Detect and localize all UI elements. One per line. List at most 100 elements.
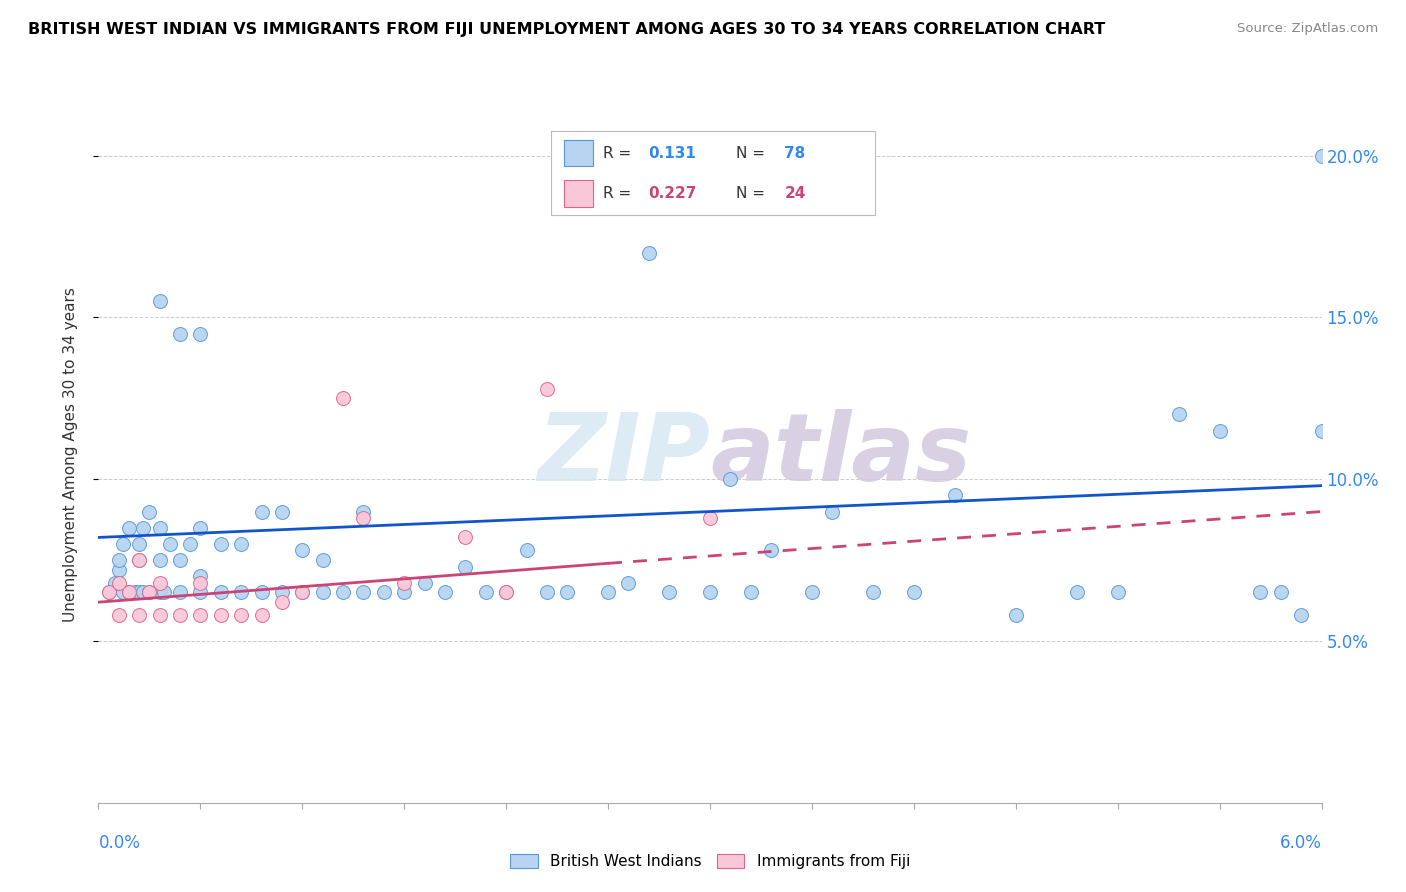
Point — [149, 575, 172, 590]
Point — [821, 504, 844, 518]
Text: BRITISH WEST INDIAN VS IMMIGRANTS FROM FIJI UNEMPLOYMENT AMONG AGES 30 TO 34 YEA: BRITISH WEST INDIAN VS IMMIGRANTS FROM F… — [28, 22, 1105, 37]
Point — [188, 608, 212, 623]
Text: 0.0%: 0.0% — [98, 834, 141, 852]
Point — [188, 569, 212, 583]
Point — [188, 585, 212, 599]
Point — [699, 511, 721, 525]
Point — [536, 382, 558, 396]
Point — [231, 608, 253, 623]
Point — [617, 575, 640, 590]
Point — [413, 575, 436, 590]
Point — [291, 585, 314, 599]
Point — [291, 543, 314, 558]
Point — [943, 488, 966, 502]
Point — [169, 608, 191, 623]
Point — [132, 521, 155, 535]
Point — [250, 585, 273, 599]
Point — [108, 553, 131, 567]
Point — [209, 608, 232, 623]
Point — [270, 585, 292, 599]
Point — [111, 537, 134, 551]
Point — [311, 553, 335, 567]
Text: Source: ZipAtlas.com: Source: ZipAtlas.com — [1237, 22, 1378, 36]
Point — [637, 245, 661, 260]
Point — [152, 585, 174, 599]
Point — [128, 585, 150, 599]
Point — [138, 504, 160, 518]
Point — [761, 543, 783, 558]
Point — [270, 504, 292, 518]
Point — [699, 585, 721, 599]
Point — [111, 585, 134, 599]
Point — [352, 504, 374, 518]
Point — [118, 521, 141, 535]
Point — [250, 608, 273, 623]
Point — [454, 531, 477, 545]
Point — [352, 585, 374, 599]
Point — [149, 553, 172, 567]
Point — [138, 585, 160, 599]
Point — [801, 585, 824, 599]
Point — [718, 472, 742, 486]
Point — [1310, 148, 1333, 162]
Point — [1270, 585, 1292, 599]
Point — [132, 585, 155, 599]
Point — [392, 575, 416, 590]
Point — [231, 585, 253, 599]
Point — [495, 585, 517, 599]
Point — [179, 537, 201, 551]
Point — [291, 585, 314, 599]
Point — [188, 326, 212, 341]
Point — [108, 575, 131, 590]
Point — [1208, 424, 1232, 438]
Y-axis label: Unemployment Among Ages 30 to 34 years: Unemployment Among Ages 30 to 34 years — [63, 287, 77, 623]
Text: ZIP: ZIP — [537, 409, 710, 501]
Point — [740, 585, 762, 599]
Point — [1107, 585, 1129, 599]
Point — [149, 521, 172, 535]
Point — [433, 585, 456, 599]
Point — [149, 294, 172, 309]
Point — [658, 585, 681, 599]
Point — [332, 392, 354, 406]
Point — [188, 575, 212, 590]
Point — [138, 585, 160, 599]
Point — [124, 585, 146, 599]
Point — [108, 608, 131, 623]
Text: 6.0%: 6.0% — [1279, 834, 1322, 852]
Point — [373, 585, 395, 599]
Point — [149, 585, 172, 599]
Point — [118, 585, 141, 599]
Text: atlas: atlas — [710, 409, 972, 501]
Point — [250, 504, 273, 518]
Point — [536, 585, 558, 599]
Point — [454, 559, 477, 574]
Point — [555, 585, 579, 599]
Point — [169, 553, 191, 567]
Point — [188, 521, 212, 535]
Point — [1167, 408, 1189, 422]
Point — [149, 608, 172, 623]
Point — [516, 543, 538, 558]
Point — [1066, 585, 1088, 599]
Point — [169, 326, 191, 341]
Point — [118, 585, 141, 599]
Point — [474, 585, 498, 599]
Point — [97, 585, 120, 599]
Point — [97, 585, 120, 599]
Point — [128, 553, 150, 567]
Point — [128, 608, 150, 623]
Point — [209, 537, 232, 551]
Point — [104, 575, 127, 590]
Point — [392, 585, 416, 599]
Point — [598, 585, 620, 599]
Point — [108, 563, 131, 577]
Point — [128, 537, 150, 551]
Point — [495, 585, 517, 599]
Point — [231, 537, 253, 551]
Legend: British West Indians, Immigrants from Fiji: British West Indians, Immigrants from Fi… — [505, 847, 915, 875]
Point — [352, 511, 374, 525]
Point — [903, 585, 925, 599]
Point — [311, 585, 335, 599]
Point — [159, 537, 181, 551]
